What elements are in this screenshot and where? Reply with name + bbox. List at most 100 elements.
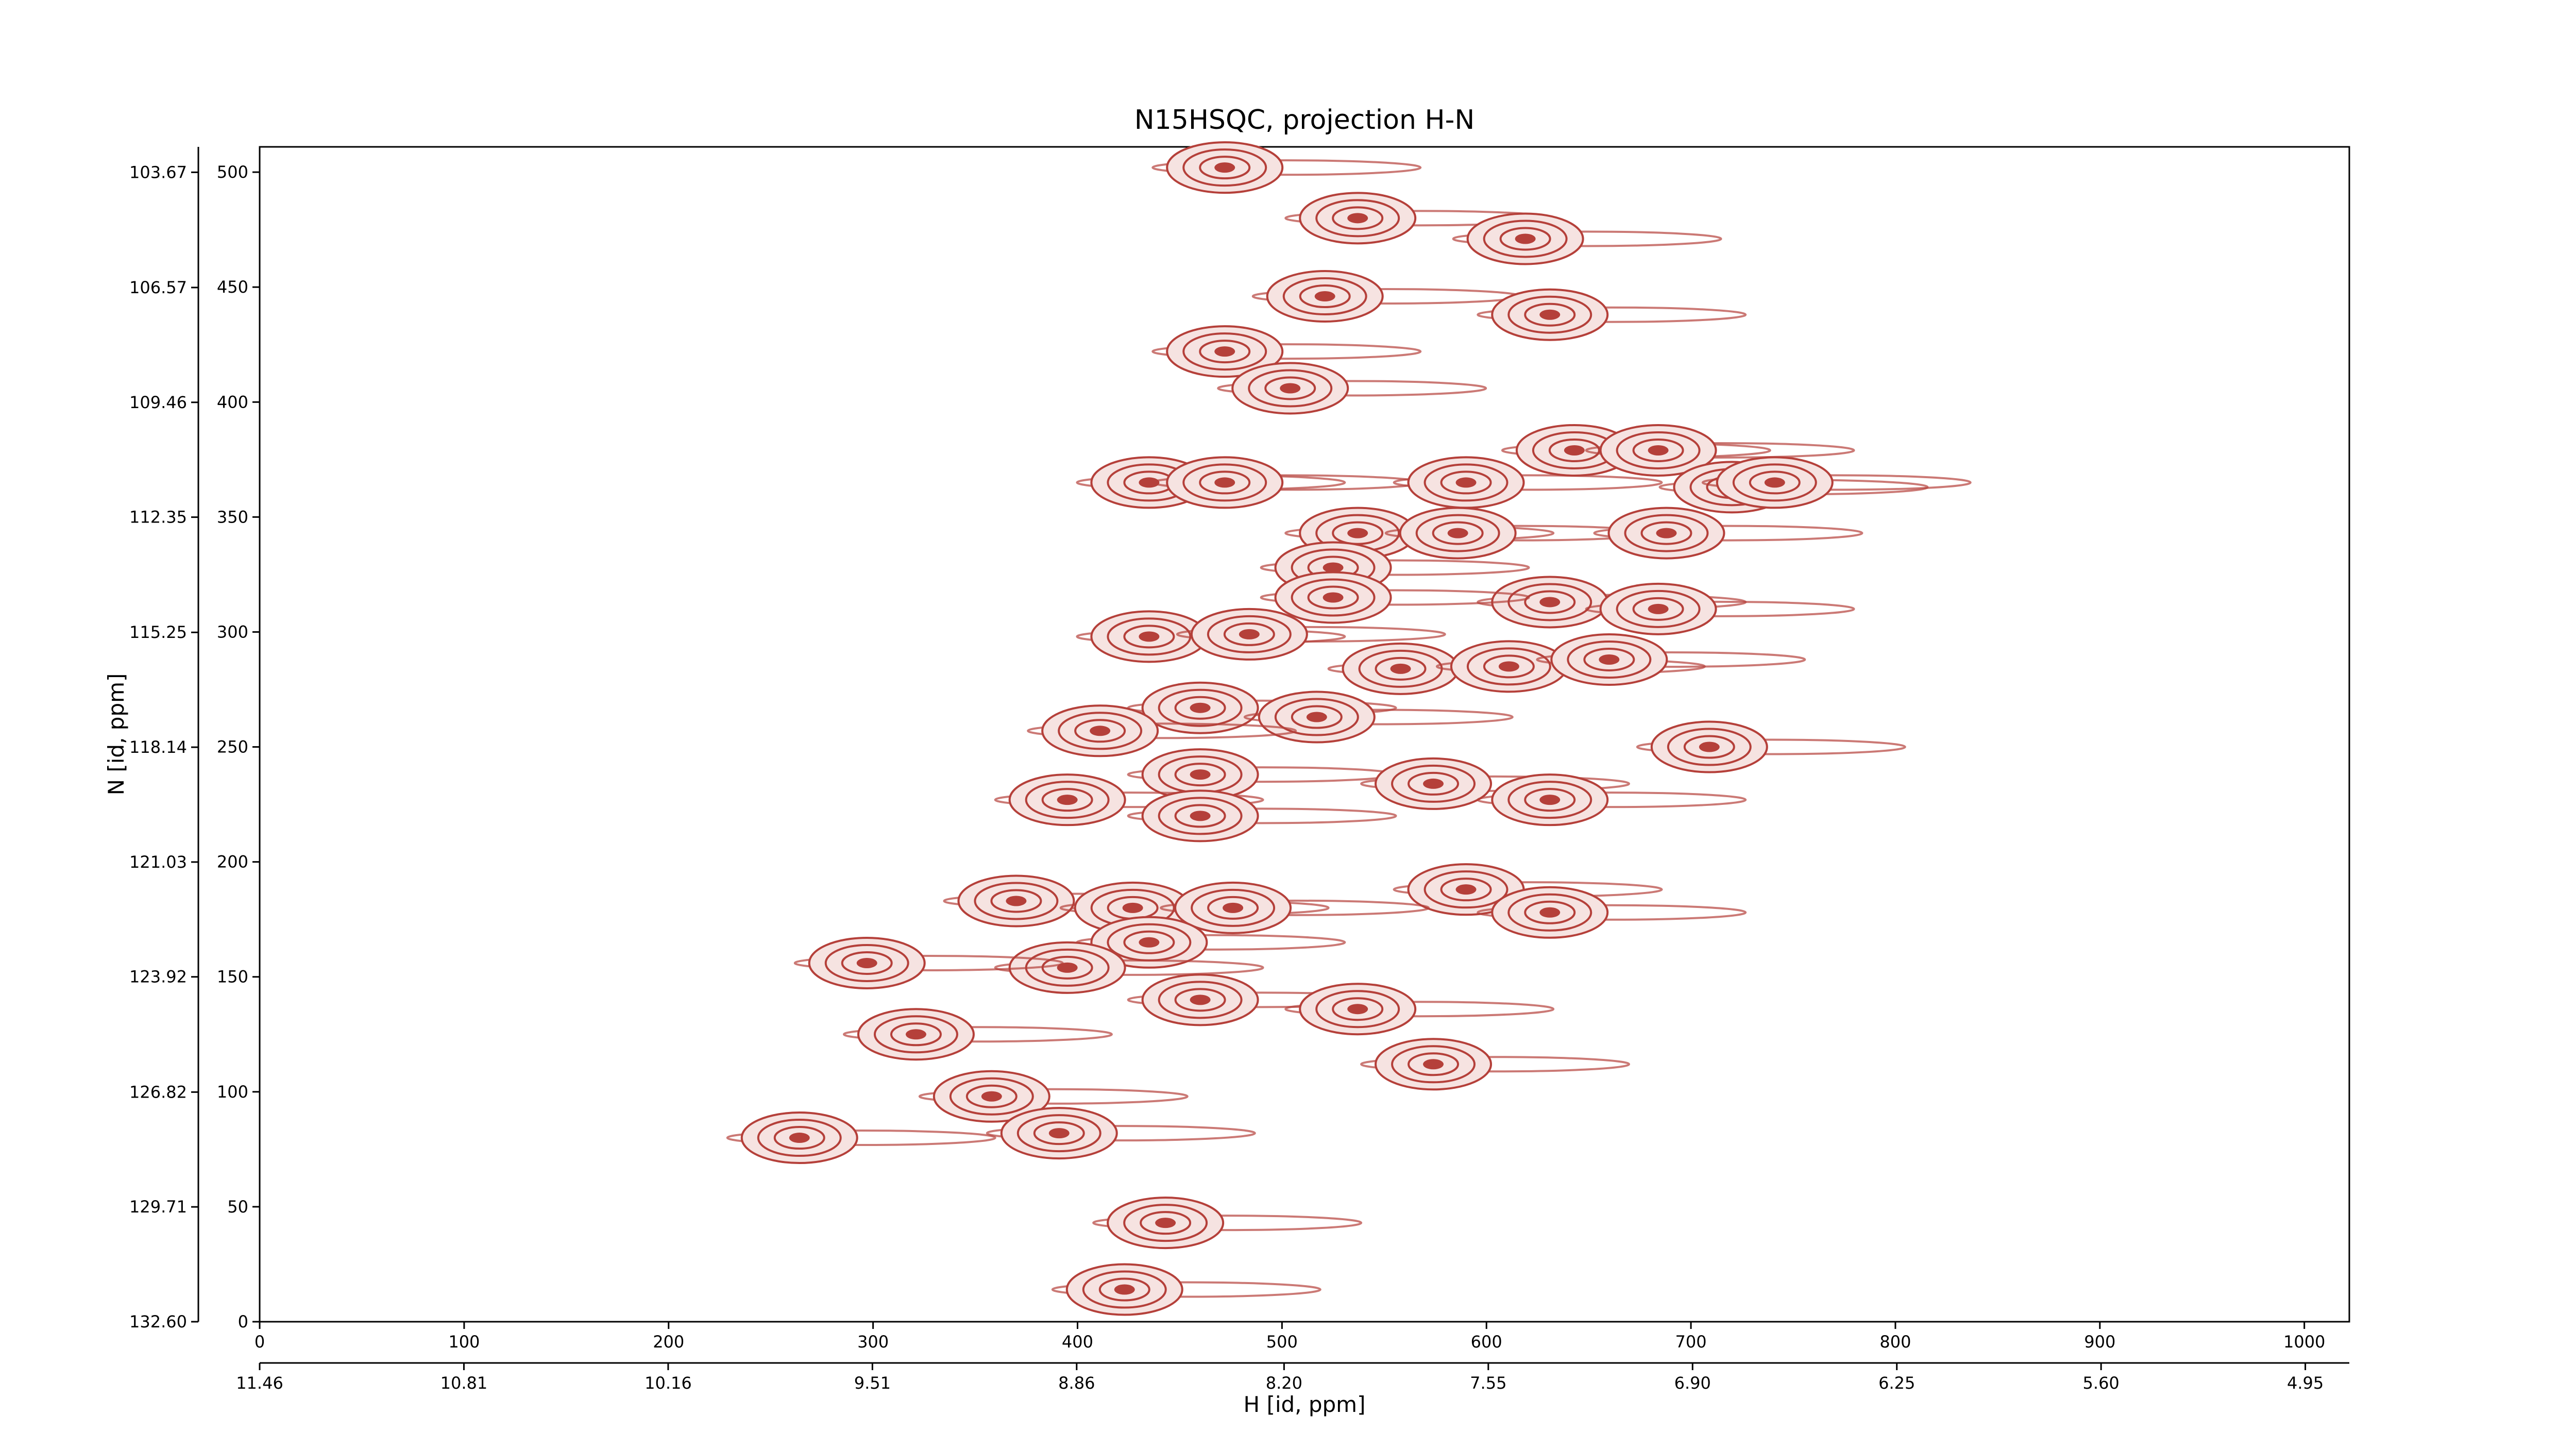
x-tick-label: 100 [448, 1332, 480, 1352]
peak-streak [1260, 559, 1530, 576]
peak [1390, 663, 1411, 674]
contour-ring [773, 1126, 825, 1150]
contour-ring [1207, 896, 1259, 920]
peak [1455, 477, 1477, 488]
peak [1656, 528, 1677, 538]
contour-ring [1408, 1052, 1460, 1076]
peak-streak [1217, 380, 1487, 397]
peak-streak [1127, 807, 1397, 824]
contour-ring [1174, 763, 1226, 787]
contour-ring [1158, 688, 1243, 727]
peak [1539, 907, 1561, 918]
y-tick-label: 100 [217, 1082, 248, 1102]
contour-ring [1264, 376, 1316, 400]
contour-ring [1299, 284, 1351, 309]
contour-ring [1174, 696, 1226, 720]
contour-ring [949, 1077, 1034, 1116]
peak [1515, 233, 1536, 244]
peak [1214, 477, 1235, 488]
peak-streak [1160, 899, 1430, 916]
contour-ring [1624, 514, 1709, 552]
contour-ring [1524, 302, 1576, 327]
contour-ring [1632, 438, 1684, 462]
contour-ring [1524, 590, 1576, 614]
contour-ring [1415, 514, 1500, 552]
contour-ring [1483, 654, 1535, 679]
peak [1090, 726, 1111, 736]
contour-ring [1499, 227, 1551, 251]
peak-streak [1176, 626, 1446, 643]
contour-ring [1391, 764, 1476, 803]
contour-ring [1199, 340, 1251, 364]
contour-ring [1507, 295, 1592, 334]
peak [1423, 778, 1444, 789]
y-tick-label: 150 [217, 967, 248, 987]
y2-tick-label: 121.03 [129, 852, 187, 872]
peak [1190, 995, 1211, 1005]
peak [1539, 795, 1561, 805]
contour-ring [1616, 589, 1701, 628]
x2-tick-label: 6.90 [1674, 1373, 1711, 1393]
contour-ring [1199, 156, 1251, 180]
peak [1139, 631, 1160, 642]
contour-ring [990, 889, 1042, 913]
peak [905, 1029, 926, 1040]
peak [1423, 1059, 1444, 1070]
peak [1223, 902, 1244, 913]
y2-tick-label: 132.60 [129, 1312, 187, 1332]
y2-tick-label: 123.92 [129, 967, 187, 987]
peak-streak [1593, 525, 1863, 542]
chart-title: N15HSQC, projection H-N [1134, 105, 1475, 136]
y-tick-label: 300 [217, 622, 248, 642]
peak [1599, 654, 1620, 665]
contour-ring [1274, 698, 1359, 736]
peak-streak [1636, 738, 1906, 755]
contour-ring [1291, 705, 1343, 729]
y-tick-label: 50 [227, 1197, 248, 1217]
contour-ring [1683, 735, 1735, 759]
peak [1347, 213, 1368, 224]
contour-ring [1423, 870, 1509, 909]
peak [1699, 742, 1720, 752]
contour-ring [974, 882, 1059, 920]
y2-tick-label: 115.25 [129, 622, 187, 642]
peak [1057, 962, 1078, 973]
x2-tick-label: 10.16 [645, 1373, 692, 1393]
x-tick-label: 1000 [2283, 1332, 2325, 1352]
contour-ring [1667, 728, 1752, 766]
contour-ring [1391, 1045, 1476, 1084]
peak [1648, 603, 1669, 614]
x-axis-label: H [id, ppm] [1244, 1392, 1366, 1417]
contour-ring [1332, 997, 1384, 1021]
contour-ring [1375, 656, 1427, 681]
peak [1190, 769, 1211, 780]
x-tick-label: 800 [1879, 1332, 1911, 1352]
contour-ring [1199, 470, 1251, 495]
peak-streak [1477, 791, 1747, 808]
x2-tick-label: 5.60 [2083, 1373, 2120, 1393]
y-tick-label: 200 [217, 852, 248, 872]
y-tick-label: 250 [217, 737, 248, 757]
contour-ring [1507, 781, 1592, 819]
y2-tick-label: 126.82 [129, 1082, 187, 1102]
y-tick-label: 0 [238, 1312, 248, 1332]
peak-streak [1360, 1056, 1631, 1073]
peak-streak [1092, 1215, 1363, 1232]
peak-streak [1027, 722, 1297, 739]
contour-ring [1315, 199, 1400, 238]
contour-ring [1548, 438, 1600, 462]
peak [1114, 1284, 1135, 1295]
peak-streak [1477, 306, 1747, 323]
contour-ring [1432, 521, 1484, 545]
contour-ring [1567, 640, 1652, 679]
y-tick-label: 400 [217, 392, 248, 412]
contour-ring [1025, 781, 1110, 819]
y-tick-label: 500 [217, 162, 248, 182]
peak [1323, 592, 1344, 603]
x-tick-label: 900 [2084, 1332, 2115, 1352]
peak-streak [1393, 474, 1663, 491]
peak [1057, 795, 1078, 805]
peak-streak [793, 954, 1064, 971]
x-tick-label: 400 [1062, 1332, 1093, 1352]
